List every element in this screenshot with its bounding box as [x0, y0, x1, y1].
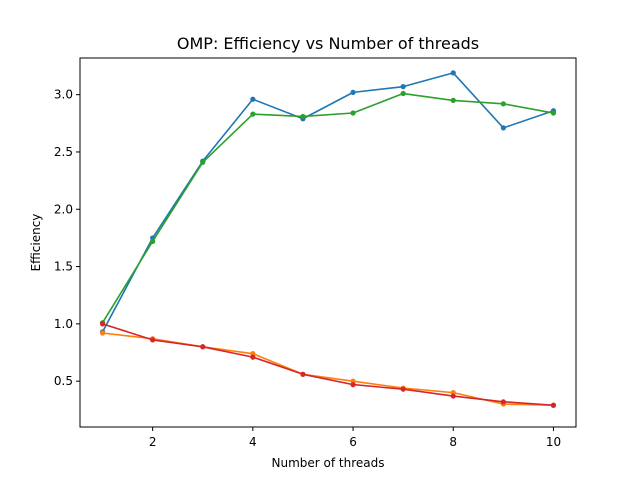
series-2-point — [99, 330, 106, 336]
x-tick-label: 2 — [149, 435, 157, 449]
y-axis-ticks: 0.5 1.0 1.5 2.0 2.5 3.0 — [54, 88, 80, 388]
y-tick-label: 2.0 — [54, 202, 73, 216]
series-3-point — [550, 110, 557, 116]
series-3-point — [400, 90, 406, 97]
series-3-point — [500, 101, 506, 107]
series-3-point — [300, 113, 306, 120]
series-4-line — [101, 322, 555, 407]
y-tick-label: 2.5 — [54, 145, 73, 159]
series-3-point — [150, 238, 156, 244]
x-tick-label: 6 — [349, 435, 357, 449]
series-4-point — [550, 402, 557, 408]
series-3-line — [101, 92, 555, 324]
series-1-point — [400, 84, 406, 90]
series-4-point — [250, 354, 256, 360]
x-axis-ticks: 2 4 6 8 10 — [149, 427, 561, 449]
series-1-line — [101, 72, 555, 333]
series-3-point — [200, 159, 206, 165]
y-axis-label: Efficiency — [29, 214, 43, 272]
series-4-point — [500, 399, 506, 405]
series-4-point — [300, 371, 306, 377]
series-layer — [99, 70, 557, 408]
series-1-point — [450, 70, 456, 76]
series-3-point — [250, 111, 256, 117]
x-tick-label: 8 — [449, 435, 457, 449]
series-4-point — [400, 386, 406, 392]
chart-title: OMP: Efficiency vs Number of threads — [177, 34, 479, 53]
series-4-point — [150, 337, 156, 343]
plot-frame — [79, 57, 577, 428]
series-4-point — [450, 393, 456, 399]
x-tick-label: 4 — [249, 435, 257, 449]
y-tick-label: 1.5 — [54, 260, 73, 274]
series-1-point — [250, 96, 256, 102]
y-tick-label: 3.0 — [54, 88, 73, 102]
series-3-point — [350, 110, 356, 116]
series-4-point — [99, 321, 106, 327]
series-3-point — [450, 97, 456, 103]
y-tick-label: 1.0 — [54, 317, 73, 331]
series-4-point — [200, 344, 206, 350]
series-4-point — [350, 382, 356, 388]
x-tick-label: 10 — [546, 435, 561, 449]
series-1-point — [350, 89, 356, 95]
x-axis-label: Number of threads — [272, 456, 385, 470]
series-1-point — [500, 125, 506, 131]
y-tick-label: 0.5 — [54, 374, 73, 388]
